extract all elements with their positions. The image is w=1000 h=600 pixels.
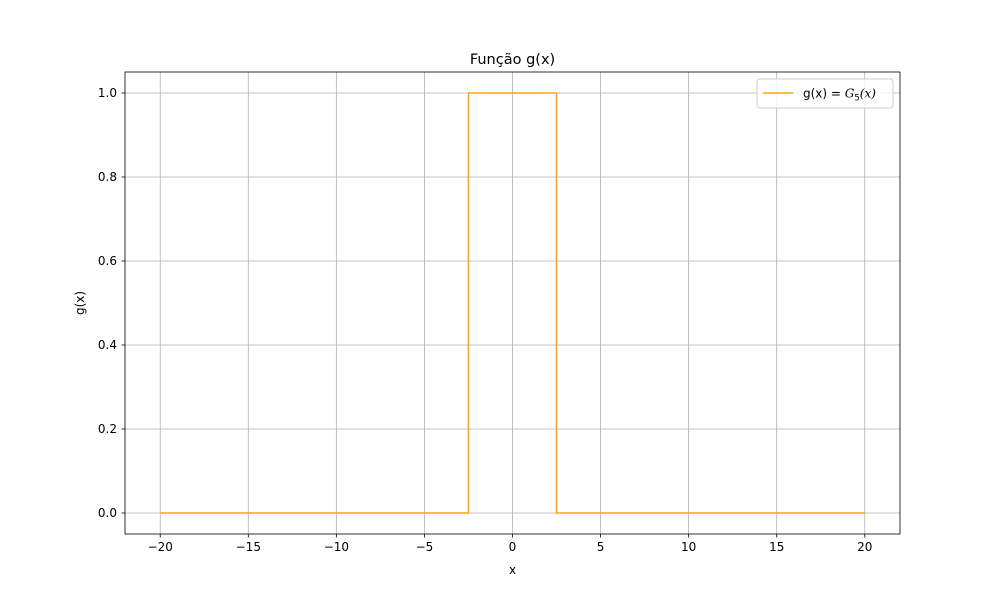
legend-entry-math-sub: 5	[854, 94, 859, 104]
y-tick-label: 0.0	[98, 506, 117, 520]
series-line	[160, 92, 865, 514]
ticks: −20 −15 −10 −5 0 5 10 15 20 0.0 0.2 0.4 0.6 0.8 1.0	[98, 86, 873, 554]
x-axis-label: x	[509, 563, 516, 577]
y-tick-label: 0.2	[98, 422, 117, 436]
legend-entry: g(x) = G5(x)	[803, 87, 876, 104]
plot-lines	[160, 92, 865, 514]
legend-entry-prefix: g(x) =	[803, 87, 845, 101]
x-tick-label: −10	[324, 540, 349, 554]
legend-box	[756, 78, 894, 109]
x-tick-label: 5	[597, 540, 605, 554]
y-tick-label: 0.4	[98, 338, 117, 352]
x-tick-label: 10	[681, 540, 696, 554]
y-axis-label: g(x)	[73, 291, 87, 315]
chart-title: Função g(x)	[470, 52, 555, 68]
y-tick-label: 0.6	[98, 254, 117, 268]
legend-entry-math-arg: (x)	[860, 87, 876, 101]
x-tick-label: −20	[148, 540, 173, 554]
x-tick-label: 20	[857, 540, 872, 554]
y-tick-label: 0.8	[98, 170, 117, 184]
legend: g(x) = G5(x)	[756, 78, 894, 109]
x-tick-label: −15	[236, 540, 261, 554]
x-tick-label: 15	[769, 540, 784, 554]
y-tick-label: 1.0	[98, 86, 117, 100]
x-tick-label: 0	[509, 540, 517, 554]
x-tick-label: −5	[416, 540, 434, 554]
legend-entry-math-base: G	[845, 87, 855, 101]
